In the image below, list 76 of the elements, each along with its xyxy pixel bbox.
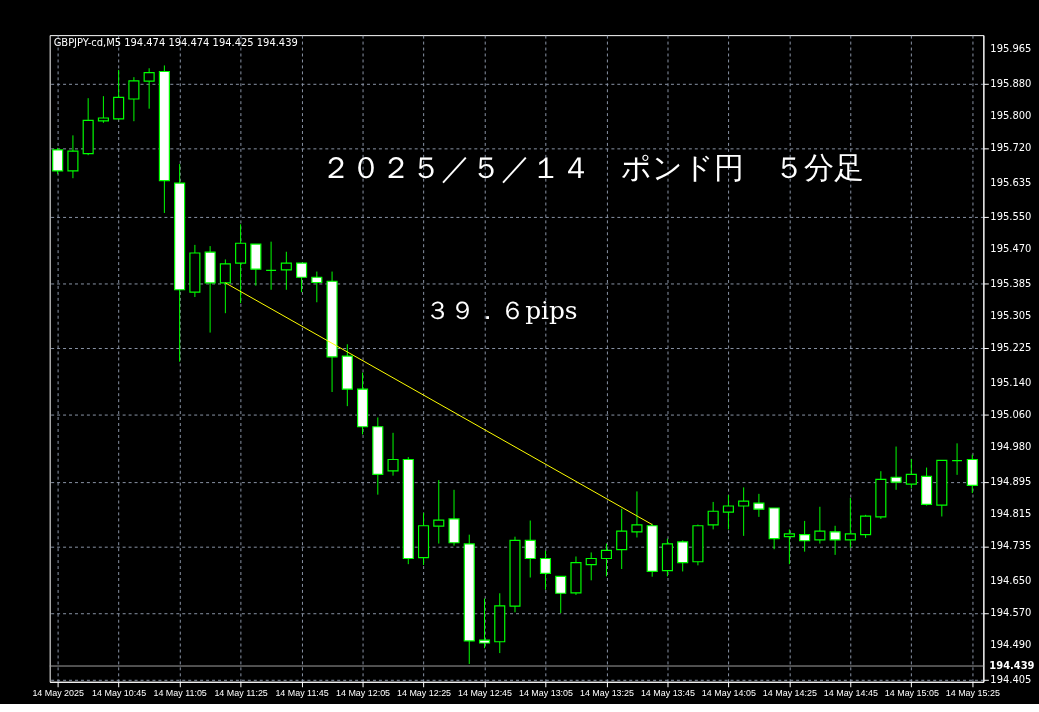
candlestick <box>600 543 613 577</box>
y-tick-label: 194.980 <box>990 441 1032 453</box>
y-tick-label: 194.570 <box>990 607 1032 619</box>
x-tick-label: 14 May 11:05 <box>153 688 207 699</box>
candlestick <box>478 598 491 649</box>
x-tick-label: 14 May 11:25 <box>214 688 268 699</box>
candlestick <box>448 489 460 547</box>
candlestick <box>311 271 323 303</box>
candlestick <box>890 446 902 491</box>
candlestick <box>97 95 109 124</box>
x-tick-label: 14 May 2025 <box>32 688 84 699</box>
x-tick-label: 14 May 13:25 <box>579 688 635 699</box>
annotation: ２０２５／５／１４ ポンド円 ５分足 <box>320 150 864 186</box>
y-tick-label: 195.800 <box>990 109 1032 121</box>
candlestick <box>722 494 734 530</box>
y-tick-label: 195.880 <box>990 77 1032 89</box>
candlestick <box>143 67 155 110</box>
x-tick-label: 14 May 15:05 <box>884 688 939 699</box>
candlestick <box>113 69 125 120</box>
candlestick <box>235 223 247 304</box>
candlestick <box>616 508 628 570</box>
y-tick-label: 194.405 <box>990 673 1032 685</box>
candlestick <box>707 501 719 530</box>
x-tick-label: 14 May 10:45 <box>92 688 147 699</box>
candlestick <box>585 551 597 581</box>
y-tick-label: 194.735 <box>990 540 1032 552</box>
y-tick-label: 195.470 <box>990 243 1032 255</box>
y-tick-label: 195.060 <box>990 409 1032 421</box>
candlestick <box>219 258 231 314</box>
candlestick <box>387 432 399 477</box>
candlestick <box>296 262 308 293</box>
candlestick <box>67 134 79 179</box>
y-tick-label: 194.815 <box>990 508 1032 520</box>
x-tick-label: 14 May 14:45 <box>823 688 878 699</box>
x-tick-label: 14 May 11:45 <box>275 688 329 699</box>
candlestick <box>631 490 643 538</box>
candlestick <box>524 520 536 579</box>
x-tick-label: 14 May 15:25 <box>945 688 1000 699</box>
candlestick <box>738 486 750 537</box>
candlestick <box>555 575 567 614</box>
y-tick-label: 195.550 <box>990 210 1032 222</box>
candlestick <box>814 506 826 545</box>
x-tick-label: 14 May 13:45 <box>640 688 695 699</box>
x-tick-label: 14 May 13:05 <box>518 688 574 699</box>
candlestick <box>539 550 552 591</box>
candlestick <box>829 525 841 556</box>
candlestick <box>951 442 963 476</box>
candlestick <box>844 497 856 549</box>
candlestick <box>799 520 811 553</box>
x-tick-label: 14 May 14:05 <box>701 688 756 699</box>
y-tick-label: 195.635 <box>990 176 1032 188</box>
candlestick <box>52 147 64 175</box>
chart-title: GBPJPY-cd,M5 194.474 194.474 194.425 194.439 <box>53 37 298 49</box>
y-tick-label: 195.720 <box>990 142 1032 154</box>
candlestick <box>280 251 292 291</box>
x-tick-label: 14 May 12:45 <box>457 688 513 699</box>
y-tick-label: 194.490 <box>990 639 1032 651</box>
x-tick-label: 14 May 12:05 <box>336 688 391 699</box>
y-tick-label: 195.140 <box>990 376 1032 388</box>
y-tick-label: 195.965 <box>990 43 1032 55</box>
y-tick-label: 194.895 <box>990 475 1032 487</box>
candlestick <box>905 458 917 489</box>
y-tick-label: 194.650 <box>990 574 1032 586</box>
candlestick <box>433 479 445 545</box>
candlestick <box>753 493 765 518</box>
candlestick <box>677 539 689 572</box>
ref-line-label: 194.439 <box>989 660 1035 671</box>
y-tick-label: 195.225 <box>990 342 1032 354</box>
y-tick-label: 195.305 <box>990 310 1032 321</box>
annotation: ３９．６pips <box>425 296 578 326</box>
x-tick-label: 14 May 12:25 <box>396 688 452 699</box>
candlestick <box>265 241 277 291</box>
x-tick-label: 14 May 14:25 <box>762 688 817 699</box>
candlestick <box>783 528 795 565</box>
candlestick <box>128 76 140 122</box>
y-tick-label: 195.385 <box>990 277 1032 289</box>
